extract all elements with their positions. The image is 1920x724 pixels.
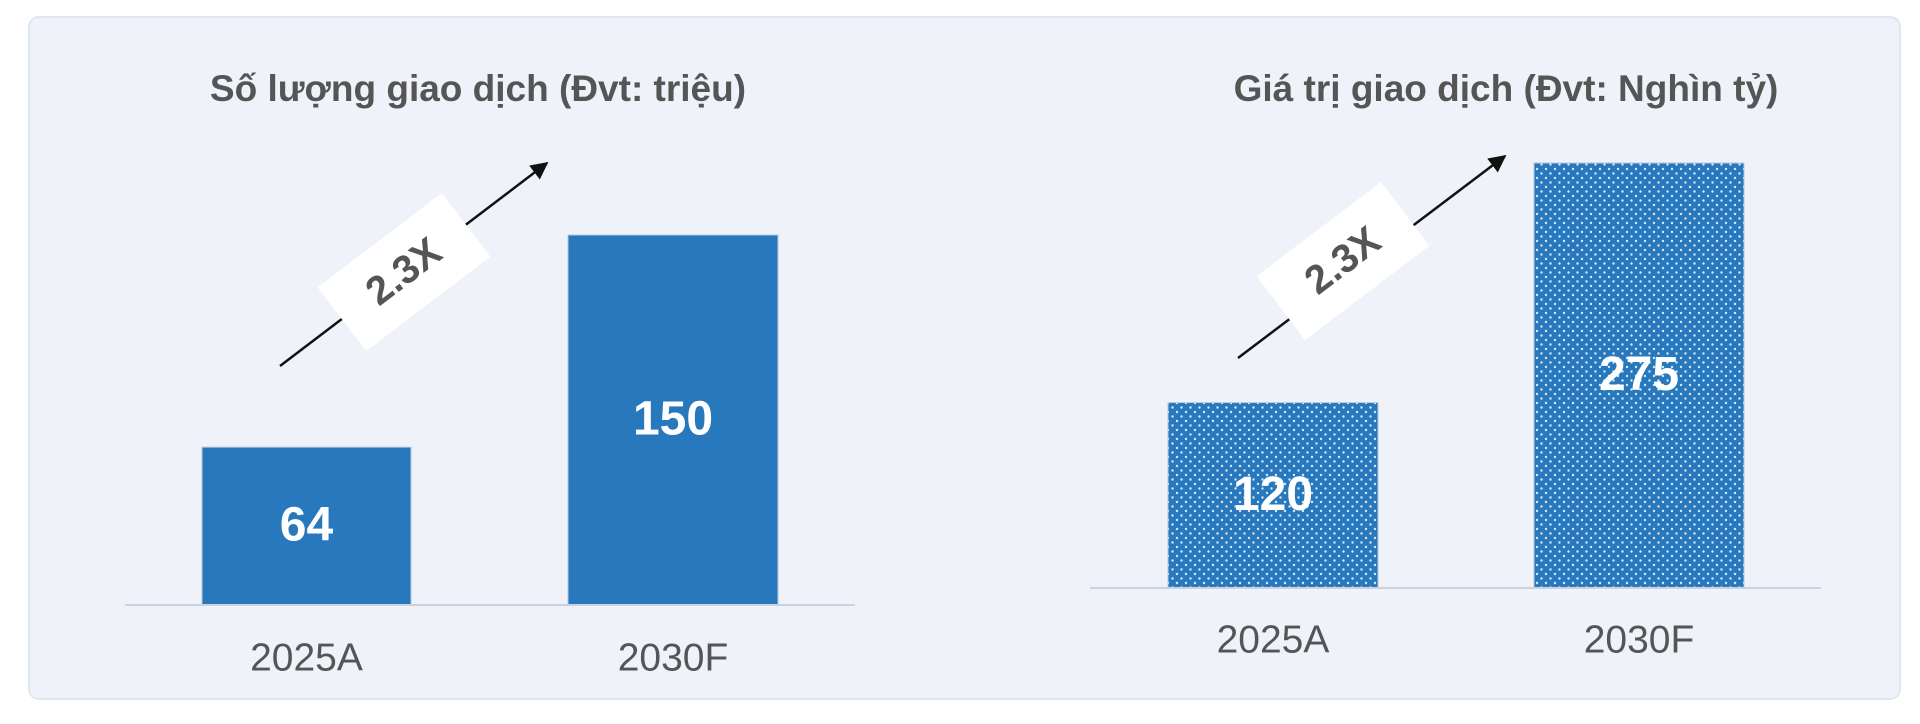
bar: [1533, 162, 1745, 589]
x-tick-label: 2025A: [250, 636, 363, 679]
chart-title: Số lượng giao dịch (Đvt: triệu): [210, 68, 746, 109]
x-tick-label: 2025A: [1217, 618, 1330, 661]
panel: [28, 16, 1901, 700]
bar: [567, 234, 779, 606]
annotation-box: [1256, 182, 1430, 340]
data-label: 64: [280, 499, 334, 552]
x-tick-label: 2030F: [618, 636, 729, 679]
bar: [201, 446, 412, 606]
x-tick-label: 2030F: [1584, 618, 1695, 661]
data-label: 150: [633, 393, 713, 446]
data-label: 120: [1233, 468, 1313, 521]
data-label: 275: [1599, 348, 1679, 401]
annotation-box: [317, 192, 491, 352]
chart-title: Giá trị giao dịch (Đvt: Nghìn tỷ): [1234, 68, 1779, 109]
